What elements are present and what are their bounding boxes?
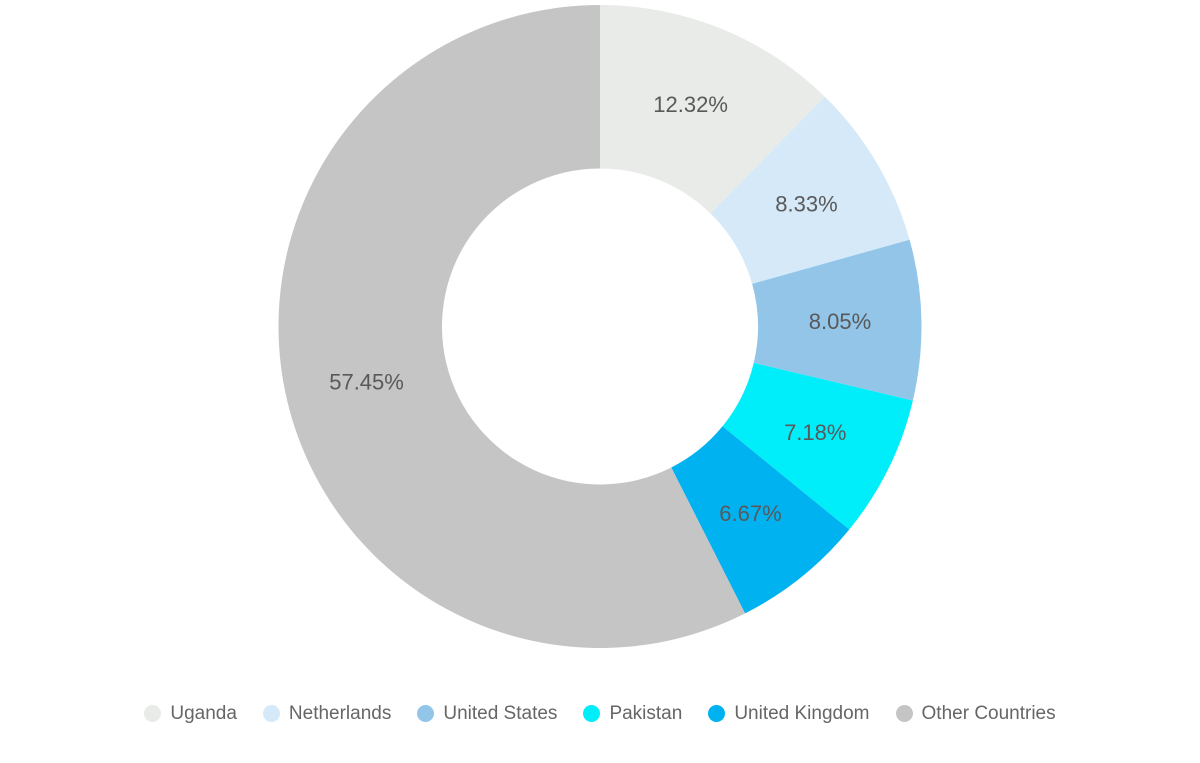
legend-label: United States	[443, 703, 558, 724]
legend-item-pakistan[interactable]: Pakistan	[583, 704, 682, 723]
legend-item-united-states[interactable]: United States	[417, 704, 557, 723]
slice-perccent-label-netherlands: 8.33%	[775, 192, 837, 217]
pie-slice-pakistan[interactable]	[722, 362, 913, 530]
slice-perccent-label-united-kingdom: 6.67%	[719, 501, 781, 526]
pie-slice-uganda[interactable]	[600, 5, 825, 214]
slice-perccent-label-other-countries: 57.45%	[329, 370, 404, 395]
legend-marker-icon	[583, 705, 601, 722]
slice-perccent-label-pakistan: 7.18%	[784, 420, 846, 445]
chart-legend: Uganda Netherlands United States Pakistan Un…	[0, 704, 1200, 723]
slice-perccent-label-uganda: 12.32%	[653, 92, 728, 117]
legend-marker-icon	[708, 705, 726, 722]
slice-perccent-label-united-states: 8.05%	[809, 309, 871, 334]
legend-label: Pakistan	[609, 703, 683, 724]
pie-slice-united-kingdom[interactable]	[671, 426, 850, 614]
legend-marker-icon	[417, 705, 435, 722]
pie-slice-other-countries[interactable]	[278, 5, 746, 648]
legend-item-uganda[interactable]: Uganda	[144, 704, 237, 723]
legend-label: Uganda	[170, 703, 237, 724]
legend-item-united-kingdom[interactable]: United Kingdom	[708, 703, 870, 724]
legend-marker-icon	[262, 705, 280, 722]
legend-label: Netherlands	[288, 703, 392, 724]
legend-label: Other Countries	[921, 703, 1056, 724]
legend-label: United Kingdom	[734, 703, 870, 724]
legend-marker-icon	[144, 705, 162, 722]
legend-marker-icon	[895, 705, 913, 722]
legend-item-netherlands[interactable]: Netherlands	[262, 703, 392, 724]
pie-slice-united-states[interactable]	[752, 239, 922, 401]
pie-slice-netherlands[interactable]	[710, 96, 910, 284]
legend-item-other-countries[interactable]: Other Countries	[895, 703, 1056, 724]
